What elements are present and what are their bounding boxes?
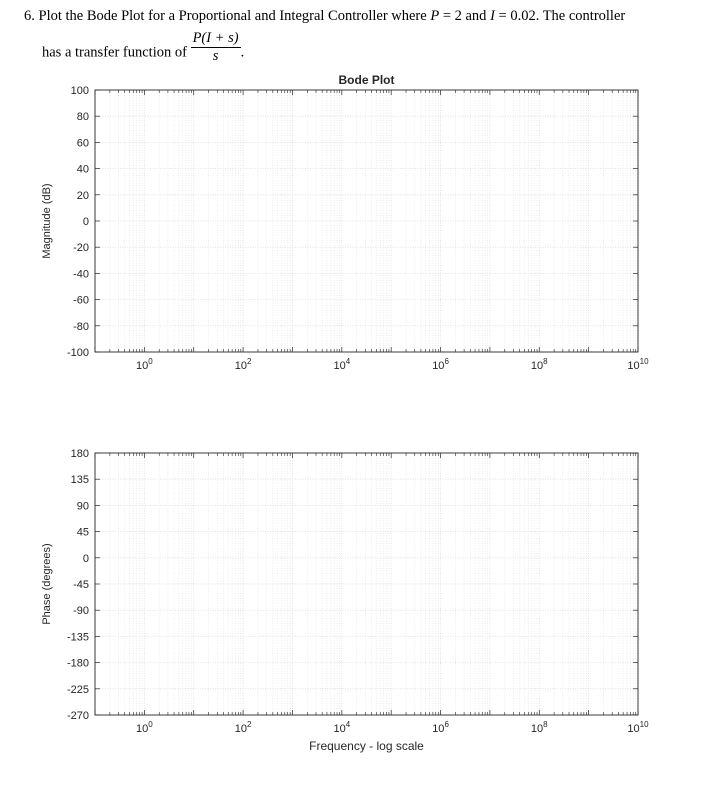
y-tick-label: -135 bbox=[67, 631, 89, 643]
y-tick-label: -80 bbox=[73, 321, 89, 333]
transfer-function-text: has a transfer function of bbox=[42, 44, 187, 61]
axes-box bbox=[94, 89, 639, 353]
y-axis-label: Magnitude (dB) bbox=[41, 183, 53, 258]
y-tick-label: -100 bbox=[67, 347, 89, 359]
x-tick-label: 108 bbox=[531, 720, 548, 735]
x-tick-label: 104 bbox=[333, 357, 350, 372]
transfer-function: P(I + s) s bbox=[190, 30, 241, 65]
y-tick-label: 45 bbox=[77, 527, 89, 539]
y-tick-label: 180 bbox=[71, 448, 89, 460]
i-value: = 0.02. The controller bbox=[498, 8, 626, 24]
problem-text: Plot the Bode Plot for a Proportional an… bbox=[38, 8, 427, 24]
x-tick-label: 1010 bbox=[627, 720, 649, 735]
problem-line-1: 6. Plot the Bode Plot for a Proportional… bbox=[24, 8, 625, 25]
y-axis-label: Phase (degrees) bbox=[41, 543, 53, 624]
chart-title: Bode Plot bbox=[339, 73, 395, 87]
x-tick-label: 104 bbox=[333, 720, 350, 735]
x-tick-label: 102 bbox=[235, 357, 252, 372]
y-tick-label: 40 bbox=[77, 164, 89, 176]
p-symbol: P bbox=[430, 8, 440, 24]
y-tick-label: 90 bbox=[77, 500, 89, 512]
y-tick-label: -225 bbox=[67, 684, 89, 696]
x-tick-label: 102 bbox=[235, 720, 252, 735]
axes-box bbox=[94, 452, 639, 716]
subplot-magnitude: 100 80 60 40 20 0 -20 -40 -60 -80 -100 100 102 104 106… bbox=[41, 73, 649, 372]
i-symbol: I bbox=[490, 8, 495, 24]
y-tick-label: 135 bbox=[71, 474, 89, 486]
subplot-phase: 180 135 90 45 0 -45 -90 -135 -180 -225 -270 100 102 1… bbox=[41, 448, 649, 753]
x-tick-label: 100 bbox=[136, 357, 153, 372]
y-tick-label: -180 bbox=[67, 658, 89, 670]
x-tick-label: 106 bbox=[432, 357, 449, 372]
x-tick-label: 1010 bbox=[627, 357, 649, 372]
transfer-function-end: . bbox=[240, 44, 245, 61]
y-tick-label: 100 bbox=[71, 85, 89, 97]
y-tick-label: 0 bbox=[83, 216, 89, 228]
transfer-function-numerator: P(I + s) bbox=[190, 30, 241, 48]
y-tick-label: -60 bbox=[73, 295, 89, 307]
y-tick-label: -90 bbox=[73, 605, 89, 617]
y-tick-label: -45 bbox=[73, 579, 89, 591]
transfer-function-denominator: s bbox=[212, 47, 219, 64]
y-tick-label: 20 bbox=[77, 190, 89, 202]
y-tick-label: 60 bbox=[77, 137, 89, 149]
x-tick-label: 108 bbox=[531, 357, 548, 372]
x-axis-label: Frequency - log scale bbox=[309, 739, 424, 753]
y-tick-label: -20 bbox=[73, 242, 89, 254]
problem-number: 6. bbox=[24, 8, 35, 24]
y-tick-label: -40 bbox=[73, 268, 89, 280]
y-tick-label: 80 bbox=[77, 111, 89, 123]
x-tick-label: 100 bbox=[136, 720, 153, 735]
x-tick-label: 106 bbox=[432, 720, 449, 735]
p-value: = 2 and bbox=[442, 8, 487, 24]
problem-line-2: has a transfer function of P(I + s) s . bbox=[42, 30, 245, 70]
y-tick-label: -270 bbox=[67, 710, 89, 722]
y-tick-label: 0 bbox=[83, 553, 89, 565]
